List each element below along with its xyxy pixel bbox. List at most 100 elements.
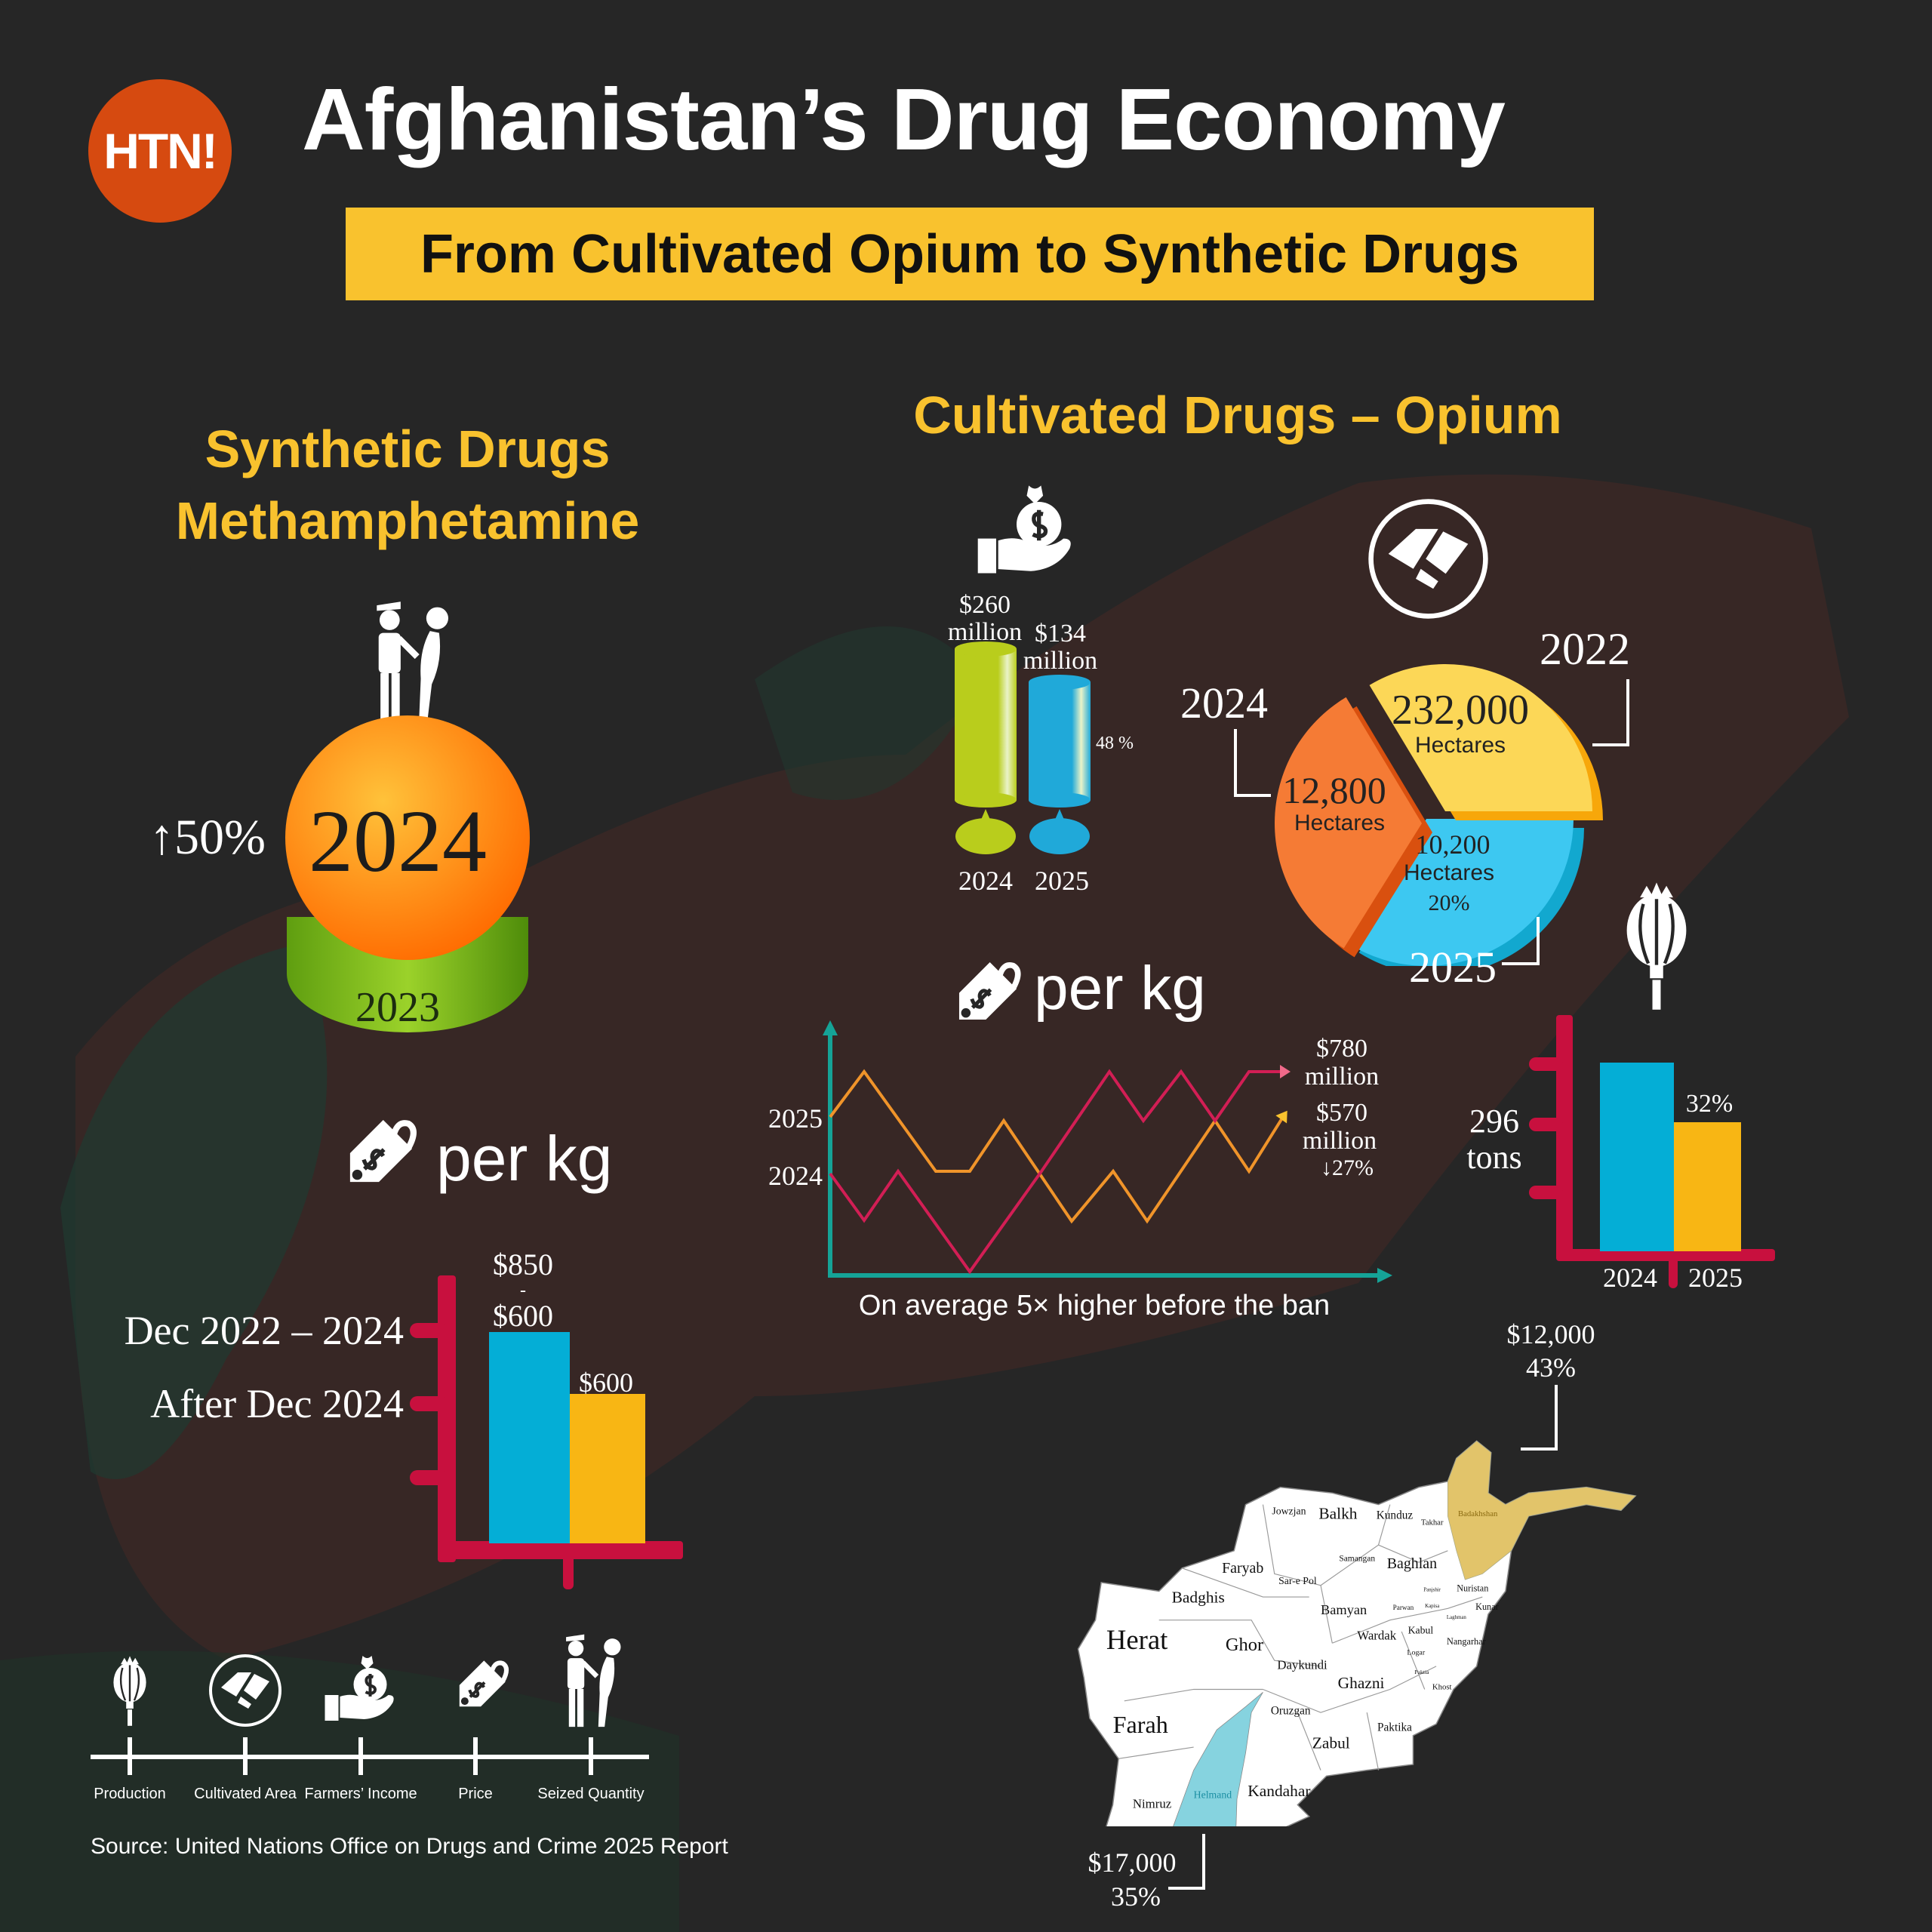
province-label: Zabul [1312,1734,1350,1752]
province-label: Balkh [1318,1505,1357,1523]
province-label: Daykundi [1277,1658,1327,1672]
province-label: Kunduz [1377,1509,1414,1522]
x-tick-label: 2025 [1035,866,1089,896]
slice-label-2025: 2025 [1409,943,1497,992]
slice-value-2022: 232,000 [1392,687,1529,734]
synthetic-heading: Synthetic Drugs [205,420,611,478]
subtitle: From Cultivated Opium to Synthetic Drugs [420,223,1520,285]
province-label: Laghman [1447,1615,1467,1620]
province-label: Faryab [1222,1560,1263,1577]
x-tick-label: 2025 [1688,1263,1743,1293]
slice-value-2024: 12,800 [1282,769,1386,811]
province-label: Ghor [1226,1635,1263,1655]
data-label: $850 [493,1247,553,1281]
htn-logo: HTN! [88,79,232,223]
province-border [1366,1712,1380,1770]
legend-timeline [91,1755,649,1759]
province-border [1297,1712,1321,1770]
slice-label-2024: 2024 [1180,678,1268,728]
slice-change: 20% [1428,891,1470,915]
y-axis-tick [1529,1186,1563,1199]
y-tick-label: After Dec 2024 [150,1381,404,1426]
bar-production-2025 [1674,1122,1741,1251]
money-hand-icon [318,1653,405,1728]
cylinder-2024 [955,641,1017,854]
price-caption: On average 5× higher before the ban [858,1290,1331,1321]
seizure-change: ↑50% [149,810,266,865]
bar-production-2024 [1600,1063,1674,1251]
legend-label: Production [94,1786,166,1802]
cultivated-area-pie [1275,664,1603,966]
province-label: Kunar [1475,1601,1499,1612]
province-label: Panjshir [1423,1587,1441,1592]
farmers-income-chart [955,641,1091,854]
cylinder-2025 [1029,675,1091,854]
pill-2024-disc [285,715,530,960]
legend-label: Seized Quantity [537,1786,645,1802]
poppy-icon [107,1653,152,1728]
opium-heading: Cultivated Drugs – Opium [913,386,1562,445]
end-label-2024: million [1304,1063,1380,1091]
onion-icon [1029,818,1090,854]
synthetic-per-kg-label: per kg [436,1123,613,1194]
province-label: Wardak [1357,1629,1396,1643]
legend-tick [473,1737,478,1775]
opium-per-kg-label: per kg [1034,954,1206,1023]
series-label-2025: 2025 [768,1103,823,1134]
source-note: Source: United Nations Office on Drugs a… [91,1834,728,1859]
end-label-2024: $780 [1316,1035,1367,1063]
helmand-change: 35% [1111,1881,1161,1912]
province-label: Kandahar [1247,1782,1310,1800]
legend-label: Price [458,1786,493,1802]
province-border [1263,1666,1437,1713]
province-label: Takhar [1421,1518,1444,1527]
slice-value-2025: 10,200 [1415,829,1491,860]
seizure-pill-graphic [285,715,530,1032]
province-label: Nuristan [1457,1583,1488,1593]
y-axis-tick [410,1396,448,1411]
bracket-2025 [1502,917,1540,965]
bar-after-dec-2024 [570,1394,645,1543]
x-axis [1556,1249,1775,1261]
x-tick-label: 2024 [958,866,1013,896]
legend-tick [128,1737,132,1775]
data-label: $134 [1035,620,1086,648]
province-border [1182,1567,1309,1598]
y-axis-tick [410,1470,448,1485]
pill-year-2024: 2024 [309,792,487,891]
province-label: Jowzjan [1272,1506,1306,1517]
legend-tick [358,1737,363,1775]
province-badakhshan [1447,1440,1636,1580]
pie-slice-2022 [1369,664,1592,811]
logo-text: HTN! [103,123,218,179]
price-tag-icon [321,1109,423,1211]
y-axis-tick [1529,1118,1563,1131]
province-border [1320,1544,1448,1586]
data-label: tons [1466,1139,1522,1176]
bracket-2024 [1234,729,1271,797]
x-axis-tick [563,1555,574,1589]
province-label: Nimruz [1133,1796,1171,1810]
slice-unit: Hectares [1403,860,1495,885]
y-axis-tick [410,1323,448,1338]
legend-tick [589,1737,593,1775]
legend-label: Cultivated Area [194,1786,297,1802]
province-label: Oruzgan [1271,1704,1311,1717]
data-label: - [520,1281,526,1300]
province-label: Parwan [1393,1604,1414,1611]
province-label: Herat [1106,1624,1168,1655]
bar-dec-2022-2024 [489,1331,570,1543]
data-label: 32% [1685,1090,1734,1118]
end-label-2025: $570 [1316,1099,1367,1127]
series-label-2024: 2024 [768,1161,823,1191]
police-arrest-icon [555,1630,627,1728]
data-label: million [1023,647,1098,675]
afghanistan-province-map: Jowzjan Balkh Kunduz Takhar Badakhshan Samang… [1077,1440,1637,1826]
synthetic-subheading: Methamphetamine [175,491,640,550]
subtitle-banner: From Cultivated Opium to Synthetic Drugs [346,208,1594,300]
police-arrest-icon [361,596,459,724]
price-tag-icon [438,1653,513,1728]
data-label: $260 [959,591,1011,619]
badakhshan-bracket [1521,1385,1558,1451]
slice-label-2022: 2022 [1540,624,1630,674]
